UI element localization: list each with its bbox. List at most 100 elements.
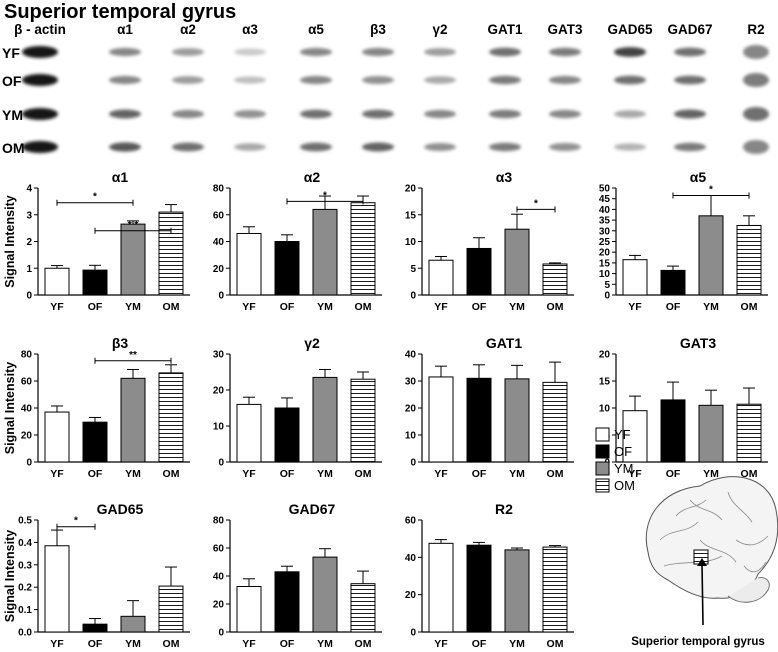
x-category-label: YM bbox=[509, 468, 525, 480]
brain-caption: Superior temporal gyrus bbox=[631, 636, 765, 648]
significance-label: * bbox=[323, 190, 327, 201]
blot-band bbox=[674, 142, 706, 152]
blot-band bbox=[172, 142, 204, 152]
bar bbox=[158, 372, 184, 463]
figure-title: Superior temporal gyrus bbox=[4, 1, 236, 23]
x-category-label: OF bbox=[280, 468, 295, 480]
cerebellum bbox=[727, 577, 770, 603]
blot-band bbox=[743, 73, 769, 87]
blot-band bbox=[362, 142, 394, 152]
x-category-label: OF bbox=[472, 638, 487, 650]
y-tick-label: 0.1 bbox=[18, 605, 32, 616]
bar bbox=[236, 403, 262, 463]
y-tick-label: 50 bbox=[599, 184, 611, 195]
bar bbox=[158, 585, 184, 633]
blot-band bbox=[300, 47, 332, 57]
x-category-label: OM bbox=[547, 468, 564, 480]
bar-chart-panel: GAT1 0 10 20 30 40 YF OF YM OM bbox=[405, 335, 574, 480]
y-axis-label: Signal Intensity bbox=[3, 195, 17, 287]
y-tick-label: 20 bbox=[21, 431, 33, 442]
x-category-label: YM bbox=[317, 301, 333, 313]
bar bbox=[274, 241, 300, 296]
bar-chart-panel: GAD67 0 20 40 60 80 YF OF YM OM bbox=[213, 501, 382, 650]
bar bbox=[466, 247, 492, 296]
y-tick-label: 60 bbox=[213, 544, 225, 555]
y-tick-label: 0 bbox=[26, 458, 32, 469]
blot-column-label: γ2 bbox=[432, 22, 447, 37]
y-tick-label: 0.2 bbox=[18, 583, 32, 594]
y-tick-label: 40 bbox=[405, 553, 417, 564]
blot-band bbox=[234, 76, 266, 84]
y-tick-label: 30 bbox=[405, 377, 417, 388]
x-category-label: OF bbox=[472, 468, 487, 480]
y-tick-label: 0 bbox=[26, 291, 32, 302]
blot-band bbox=[300, 75, 332, 85]
legend-label: YF bbox=[614, 427, 631, 442]
blot-column-label: GAT3 bbox=[547, 22, 582, 37]
blot-band bbox=[22, 74, 58, 86]
legend-label: YM bbox=[614, 461, 634, 476]
blot-band bbox=[614, 143, 646, 151]
bar bbox=[504, 378, 530, 463]
x-category-label: YF bbox=[434, 301, 448, 313]
y-tick-label: 4 bbox=[26, 184, 32, 195]
blot-band bbox=[22, 46, 58, 58]
blot-band bbox=[614, 110, 646, 118]
bar bbox=[158, 211, 184, 296]
bar bbox=[312, 376, 338, 463]
y-tick-label: 15 bbox=[599, 377, 611, 388]
bar bbox=[660, 399, 686, 463]
blot-column-label: GAD65 bbox=[607, 22, 653, 37]
blot-row-label: OM bbox=[2, 140, 25, 156]
x-category-label: YM bbox=[509, 301, 525, 313]
bar-chart-panel: α2 0 20 40 60 80 YF OF YM OM * bbox=[213, 169, 382, 313]
legend-swatch bbox=[595, 478, 610, 493]
x-category-label: YF bbox=[628, 301, 642, 313]
x-category-label: YM bbox=[317, 638, 333, 650]
chart-title: GAT1 bbox=[486, 335, 523, 351]
blot-band bbox=[489, 142, 521, 152]
bar bbox=[736, 224, 762, 296]
bar bbox=[82, 269, 108, 296]
x-category-label: YF bbox=[434, 468, 448, 480]
y-tick-label: 15 bbox=[599, 258, 611, 269]
blot-band bbox=[172, 76, 204, 84]
bar bbox=[274, 407, 300, 463]
bar bbox=[504, 228, 530, 296]
blot-band bbox=[362, 47, 394, 57]
x-category-label: OM bbox=[547, 638, 564, 650]
x-category-label: OF bbox=[666, 468, 681, 480]
y-tick-label: 0 bbox=[604, 291, 610, 302]
y-tick-label: 40 bbox=[599, 205, 611, 216]
stg-pointer-arrow bbox=[697, 558, 707, 566]
y-tick-label: 10 bbox=[599, 269, 611, 280]
bar bbox=[44, 267, 70, 296]
bar bbox=[350, 202, 376, 296]
blot-band bbox=[362, 76, 394, 84]
chart-title: α2 bbox=[304, 169, 321, 185]
x-category-label: YM bbox=[509, 638, 525, 650]
y-axis-label: Signal Intensity bbox=[3, 362, 17, 454]
brain-outline bbox=[645, 476, 778, 599]
chart-title: GAD67 bbox=[289, 501, 336, 517]
bar bbox=[542, 263, 568, 296]
blot-band bbox=[424, 143, 456, 151]
blot-band bbox=[172, 109, 204, 119]
y-tick-label: 10 bbox=[213, 422, 225, 433]
y-tick-label: 20 bbox=[213, 264, 225, 275]
y-tick-label: 40 bbox=[213, 572, 225, 583]
blot-band bbox=[489, 75, 521, 85]
blot-column-label: α1 bbox=[117, 22, 133, 37]
blot-column-label: β3 bbox=[370, 22, 386, 37]
y-tick-label: 40 bbox=[213, 237, 225, 248]
y-tick-label: 0 bbox=[218, 291, 224, 302]
x-category-label: YM bbox=[125, 468, 141, 480]
y-tick-label: 20 bbox=[213, 600, 225, 611]
x-category-label: YM bbox=[317, 468, 333, 480]
x-category-label: OM bbox=[163, 638, 180, 650]
bar-chart-panel: GAT305101520YFOFYMOM bbox=[599, 335, 768, 480]
chart-title: R2 bbox=[495, 501, 513, 517]
y-tick-label: 20 bbox=[599, 350, 611, 361]
y-tick-label: 5 bbox=[604, 280, 610, 291]
blot-band bbox=[362, 109, 394, 119]
